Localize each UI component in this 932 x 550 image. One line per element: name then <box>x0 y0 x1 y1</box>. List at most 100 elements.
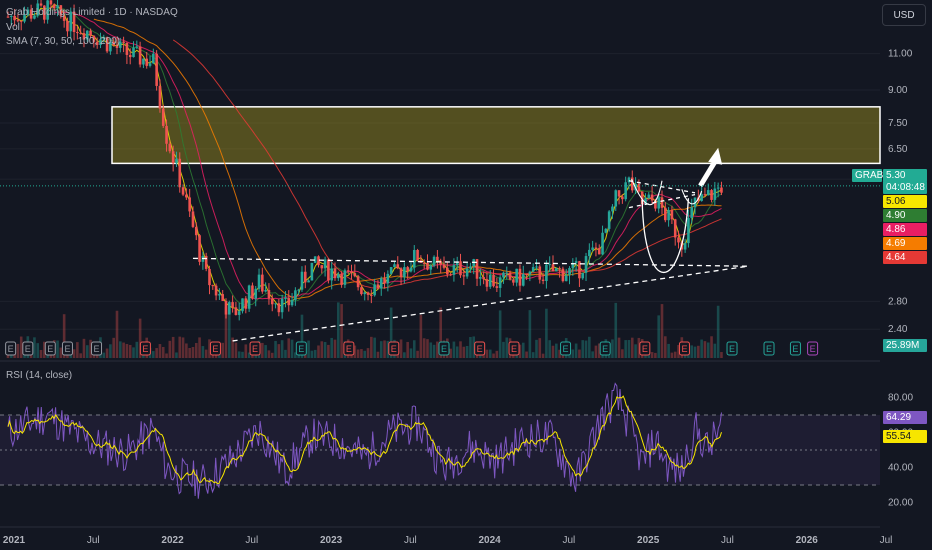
earnings-marker-label[interactable]: E <box>212 344 218 354</box>
earnings-marker-label[interactable]: E <box>792 344 798 354</box>
pattern-support-trendline[interactable] <box>628 193 696 209</box>
earnings-marker[interactable] <box>763 341 775 356</box>
candle-body <box>313 256 317 263</box>
time-axis[interactable]: 2021 Jul 2022 Jul 2023 Jul 2024 Jul 2025 Jul 2026 J… <box>3 535 893 546</box>
volume-bar <box>175 352 178 358</box>
triangle-upper-trendline[interactable] <box>192 257 748 267</box>
volume-bar <box>33 337 36 358</box>
earnings-marker[interactable] <box>139 341 151 356</box>
earnings-marker[interactable] <box>789 341 801 356</box>
candle-body <box>353 273 357 277</box>
earnings-marker-label[interactable]: E <box>298 344 304 354</box>
volume-bar <box>488 349 492 358</box>
earnings-marker-label[interactable]: E <box>729 344 735 354</box>
candle-body <box>548 264 551 266</box>
earnings-marker[interactable] <box>678 341 690 356</box>
earnings-marker-label[interactable]: E <box>25 344 31 354</box>
volume-bar <box>122 342 125 358</box>
earnings-marker-label[interactable]: E <box>252 344 258 354</box>
volume-bar <box>584 340 588 358</box>
earnings-marker[interactable] <box>343 341 355 356</box>
symbol-title[interactable]: Grab Holdings Limited · 1D · NASDAQ <box>6 7 178 18</box>
candle-body <box>670 210 674 220</box>
volume-bar <box>224 306 228 358</box>
earnings-marker[interactable] <box>388 341 400 356</box>
earnings-marker-label[interactable]: E <box>441 344 447 354</box>
triangle-lower-trendline[interactable] <box>232 265 748 342</box>
rsi-value-tag: 64.29 <box>883 411 927 424</box>
candle-body <box>148 63 152 66</box>
candle-body <box>155 53 158 86</box>
left-shoulder-curve[interactable] <box>631 178 663 206</box>
earnings-marker-label[interactable]: E <box>477 344 483 354</box>
earnings-marker-label[interactable]: E <box>142 344 148 354</box>
candle-body <box>178 158 182 188</box>
resistance-zone[interactable] <box>111 106 881 165</box>
right-shoulder-curve[interactable] <box>681 189 703 205</box>
rsi-legend[interactable]: RSI (14, close) <box>6 370 73 381</box>
earnings-marker[interactable] <box>44 341 56 356</box>
candle-body <box>664 207 667 221</box>
earnings-marker-label[interactable]: E <box>8 344 14 354</box>
earnings-marker-label[interactable]: E <box>346 344 352 354</box>
earnings-marker[interactable] <box>22 341 34 356</box>
currency-button[interactable]: USD <box>882 4 926 26</box>
earnings-marker-label[interactable]: E <box>563 344 569 354</box>
candle-body <box>578 261 581 279</box>
earnings-marker[interactable] <box>474 341 486 356</box>
sma-legend[interactable]: SMA (7, 30, 50, 100, 200) <box>6 36 120 47</box>
earnings-marker[interactable] <box>726 341 738 356</box>
candle-body <box>485 279 489 287</box>
trendline-drawings[interactable] <box>192 147 748 342</box>
pattern-resistance-trendline[interactable] <box>628 180 696 194</box>
earnings-marker-label[interactable]: E <box>47 344 53 354</box>
volume-legend[interactable]: Vol <box>6 22 20 33</box>
earnings-marker[interactable] <box>560 341 572 356</box>
candle-body <box>541 279 545 281</box>
volume-bar <box>241 351 244 358</box>
candle-body <box>561 268 565 282</box>
earnings-marker-label[interactable]: E <box>94 344 100 354</box>
earnings-marker-label[interactable]: E <box>511 344 517 354</box>
earnings-marker[interactable] <box>807 341 819 356</box>
earnings-marker[interactable] <box>209 341 221 356</box>
earnings-marker[interactable] <box>249 341 261 356</box>
cup-pattern-curve[interactable] <box>641 198 690 274</box>
earnings-marker[interactable] <box>599 341 611 356</box>
earnings-marker[interactable] <box>91 341 103 356</box>
candle-body <box>350 271 353 274</box>
candle-body <box>323 259 327 269</box>
volume-bar <box>320 341 324 358</box>
earnings-marker[interactable] <box>508 341 520 356</box>
candle-body <box>555 268 558 272</box>
volume-bar <box>409 348 413 358</box>
volume-bar <box>545 308 548 358</box>
earnings-marker[interactable] <box>438 341 450 356</box>
volume-bar <box>36 343 40 358</box>
earnings-marker-label[interactable]: E <box>766 344 772 354</box>
earnings-marker-label[interactable]: E <box>64 344 70 354</box>
candle-body <box>673 219 677 238</box>
earnings-marker-label[interactable]: E <box>681 344 687 354</box>
earnings-marker[interactable] <box>295 341 307 356</box>
breakout-arrow-shaft[interactable] <box>698 158 719 188</box>
candle-body <box>181 187 185 195</box>
earnings-marker[interactable] <box>5 341 17 356</box>
earnings-marker[interactable] <box>61 341 73 356</box>
candle-body <box>185 194 188 198</box>
volume-bar <box>102 352 106 358</box>
candle-body <box>59 5 63 16</box>
volume-bar <box>399 339 403 358</box>
earnings-marker-label[interactable]: E <box>391 344 397 354</box>
candle-body <box>346 270 350 272</box>
earnings-marker-label[interactable]: E <box>642 344 648 354</box>
breakout-arrow-head[interactable] <box>708 147 723 165</box>
candle-body <box>581 272 585 279</box>
earnings-marker[interactable] <box>639 341 651 356</box>
volume-bar <box>525 351 528 358</box>
earnings-marker-label[interactable]: E <box>602 344 608 354</box>
earnings-marker-label[interactable]: E <box>810 344 816 354</box>
volume-bar <box>89 339 92 358</box>
